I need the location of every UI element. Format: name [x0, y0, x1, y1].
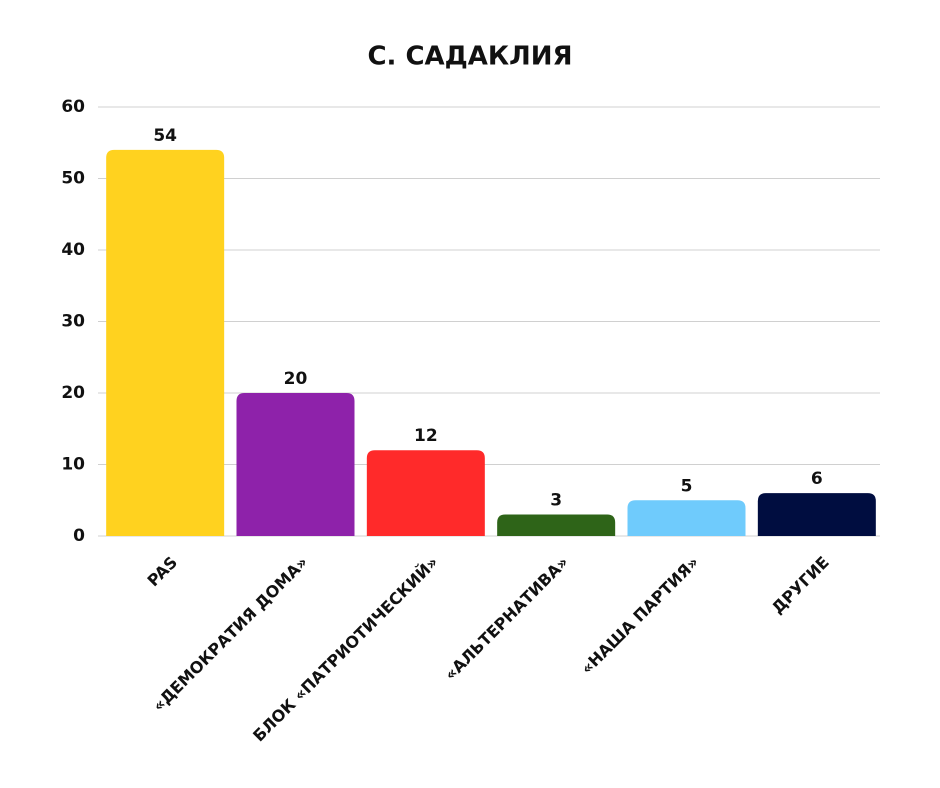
y-tick-label: 30 — [61, 312, 85, 332]
value-label: 3 — [550, 491, 562, 511]
bar — [497, 514, 616, 536]
chart-title: С. САДАКЛИЯ — [367, 42, 572, 72]
bar — [106, 149, 225, 536]
y-tick-label: 60 — [61, 97, 85, 117]
y-tick-label: 20 — [61, 383, 85, 403]
bar — [627, 500, 746, 536]
value-label: 20 — [284, 369, 308, 389]
bar — [236, 393, 355, 536]
y-tick-label: 0 — [73, 526, 85, 546]
value-label: 6 — [811, 469, 823, 489]
bar — [366, 450, 485, 536]
bar — [757, 493, 876, 536]
y-tick-label: 50 — [61, 169, 85, 189]
x-tick-label: «ДЕМОКРАТИЯ ДОМА» — [149, 553, 312, 716]
x-tick-label: PAS — [144, 553, 182, 591]
value-label: 12 — [414, 426, 438, 446]
value-label: 54 — [153, 126, 177, 146]
x-tick-label: «НАША ПАРТИЯ» — [577, 553, 702, 678]
value-label: 5 — [681, 476, 693, 496]
x-tick-label: ДРУГИЕ — [768, 553, 833, 618]
y-tick-label: 40 — [61, 240, 85, 260]
x-tick-label: «АЛЬТЕРНАТИВА» — [441, 553, 572, 684]
y-tick-label: 10 — [61, 455, 85, 475]
